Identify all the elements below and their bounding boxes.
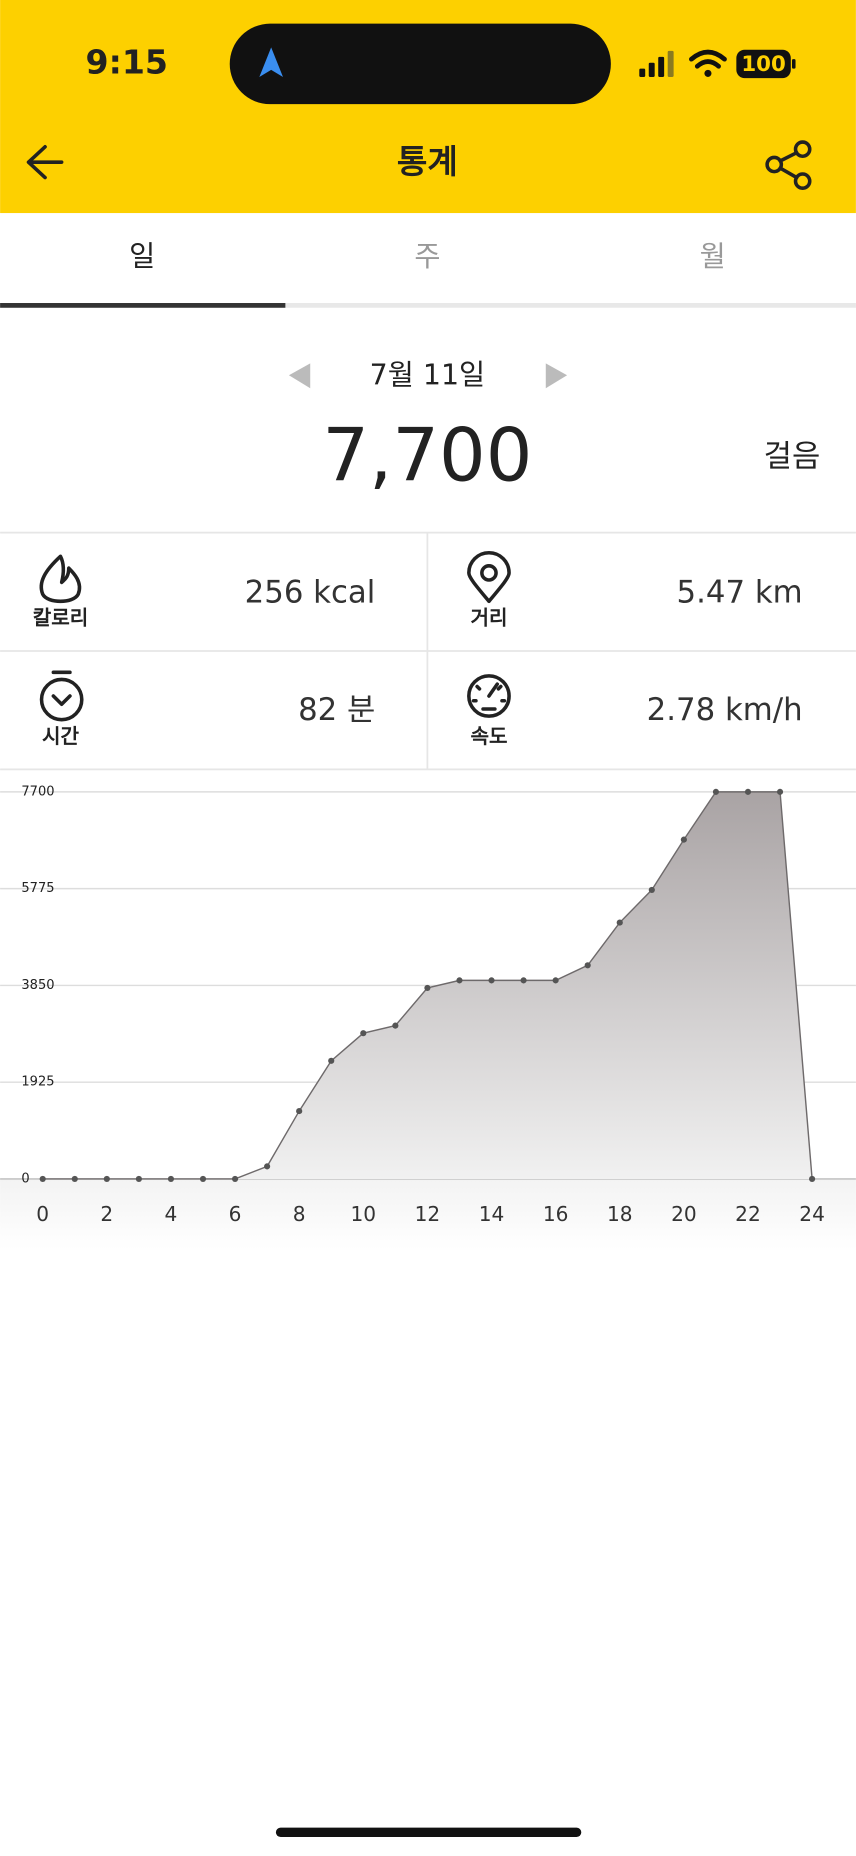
data-point bbox=[712, 788, 720, 795]
x-tick-label: 8 bbox=[293, 1202, 306, 1226]
data-point bbox=[488, 977, 495, 984]
page-title: 통계 bbox=[397, 142, 458, 181]
tab[interactable]: 월 bbox=[700, 240, 726, 273]
x-tick-label: 4 bbox=[165, 1202, 178, 1226]
tab-indicator bbox=[0, 303, 286, 308]
next-day[interactable] bbox=[545, 363, 568, 389]
nav-arrow bbox=[259, 47, 283, 77]
data-point bbox=[328, 1057, 335, 1064]
data-point bbox=[103, 1175, 110, 1183]
stat-value: 256 kcal bbox=[245, 575, 376, 611]
y-tick-label: 5775 bbox=[21, 881, 54, 896]
x-tick-label: 20 bbox=[671, 1202, 697, 1226]
data-point bbox=[809, 1175, 816, 1183]
data-point bbox=[231, 1175, 239, 1183]
wifi bbox=[688, 49, 727, 77]
data-point bbox=[648, 886, 655, 893]
signal bbox=[639, 50, 674, 77]
stat-label: 거리 bbox=[470, 606, 507, 630]
data-point bbox=[360, 1030, 367, 1037]
data-point bbox=[520, 977, 527, 984]
x-tick-label: 24 bbox=[799, 1202, 825, 1226]
tab[interactable]: 주 bbox=[414, 240, 440, 273]
data-point bbox=[71, 1175, 78, 1183]
tab[interactable]: 일 bbox=[129, 240, 155, 273]
y-tick-label: 0 bbox=[21, 1171, 29, 1186]
data-point bbox=[199, 1175, 207, 1183]
chart-footer-bg bbox=[0, 1178, 856, 1250]
data-point bbox=[616, 919, 623, 926]
step-unit: 걸음 bbox=[764, 439, 821, 475]
dynamic-island bbox=[229, 23, 611, 105]
x-tick-label: 14 bbox=[479, 1202, 505, 1226]
battery-tip bbox=[791, 59, 796, 69]
x-tick-label: 0 bbox=[36, 1202, 49, 1226]
stat-label: 속도 bbox=[470, 724, 507, 748]
home-indicator bbox=[275, 1827, 582, 1838]
speed-icon bbox=[467, 674, 511, 718]
y-tick-label: 3850 bbox=[21, 978, 54, 993]
data-point bbox=[424, 984, 431, 991]
data-point bbox=[456, 977, 463, 984]
battery bbox=[736, 49, 791, 79]
data-point bbox=[264, 1163, 271, 1170]
status-time: 9:15 bbox=[86, 42, 168, 81]
y-tick-label: 1925 bbox=[21, 1075, 54, 1090]
x-tick-label: 10 bbox=[350, 1202, 376, 1226]
calorie-icon bbox=[39, 554, 82, 604]
back-button[interactable] bbox=[26, 145, 64, 180]
y-tick-label: 7700 bbox=[21, 784, 54, 799]
data-point bbox=[744, 788, 752, 795]
tab-track bbox=[0, 303, 856, 308]
x-tick-label: 12 bbox=[415, 1202, 441, 1226]
stat-label: 시간 bbox=[42, 724, 80, 748]
date: 7월 11일 bbox=[370, 358, 485, 391]
x-tick-label: 22 bbox=[735, 1202, 761, 1226]
x-tick-label: 6 bbox=[229, 1202, 242, 1226]
data-point bbox=[39, 1175, 46, 1183]
time-icon bbox=[39, 670, 84, 722]
battery-level: 100 bbox=[741, 52, 785, 77]
data-point bbox=[584, 962, 591, 969]
area-fill bbox=[42, 791, 813, 1179]
x-tick-label: 18 bbox=[607, 1202, 633, 1226]
data-point bbox=[552, 977, 559, 984]
data-point bbox=[680, 836, 687, 843]
stat-value: 5.47 km bbox=[677, 575, 803, 611]
prev-day[interactable] bbox=[288, 363, 311, 389]
distance-icon bbox=[467, 551, 511, 604]
stat-value: 2.78 km/h bbox=[647, 692, 803, 728]
x-tick-label: 2 bbox=[100, 1202, 113, 1226]
stat-label: 칼로리 bbox=[33, 606, 89, 630]
data-point bbox=[392, 1022, 399, 1029]
stat-value: 82 분 bbox=[298, 692, 375, 728]
data-point bbox=[167, 1175, 175, 1183]
share-button[interactable] bbox=[765, 140, 812, 190]
data-point bbox=[296, 1107, 303, 1115]
step-total: 7,700 bbox=[322, 413, 532, 498]
data-point bbox=[776, 788, 784, 795]
x-tick-label: 16 bbox=[543, 1202, 569, 1226]
data-point bbox=[135, 1175, 142, 1183]
